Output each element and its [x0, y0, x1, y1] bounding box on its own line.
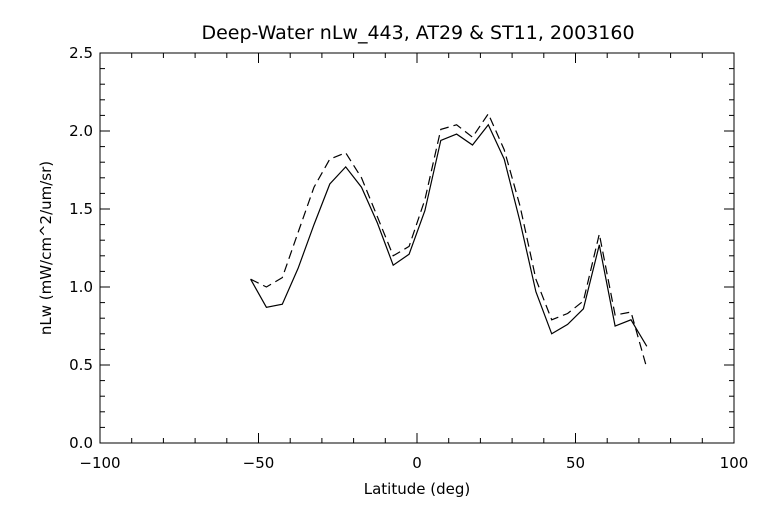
y-tick-label: 2.5 [69, 44, 93, 62]
plot-frame [99, 52, 735, 444]
series-layer [250, 112, 648, 369]
y-axis: 0.0 0.5 1.0 1.5 2.0 2.5 [69, 44, 734, 452]
y-axis-label: nLw (mW/cm^2/um/sr) [37, 161, 55, 335]
chart-title: Deep-Water nLw_443, AT29 & ST11, 2003160 [201, 22, 634, 44]
x-axis-label: Latitude (deg) [364, 480, 470, 498]
y-tick-label: 0.0 [69, 434, 93, 452]
x-tick-label: −100 [79, 454, 120, 472]
y-tick-label: 2.0 [69, 122, 93, 140]
y-tick-label: 0.5 [69, 356, 93, 374]
x-axis: −100 −50 0 50 100 [79, 53, 748, 472]
y-tick-label: 1.0 [69, 278, 93, 296]
y-tick-label: 1.5 [69, 200, 93, 218]
x-tick-label: 50 [566, 454, 585, 472]
dashed-series-line [250, 112, 648, 369]
x-tick-label: 100 [720, 454, 749, 472]
x-tick-label: 0 [412, 454, 422, 472]
x-tick-label: −50 [243, 454, 275, 472]
solid-series-line [250, 123, 648, 347]
